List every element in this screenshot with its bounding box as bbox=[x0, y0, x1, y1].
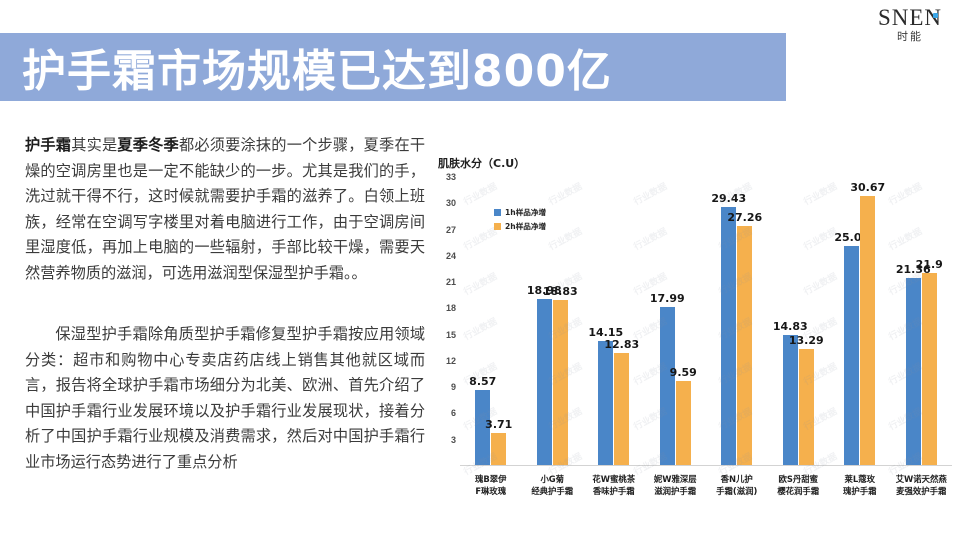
bar-value-label: 18.98 bbox=[526, 283, 562, 297]
x-axis-label: 莱L蔻玫 瑰护手霜 bbox=[843, 474, 877, 496]
page-title: 护手霜市场规模已达到800亿 bbox=[22, 46, 612, 97]
legend-swatch-icon bbox=[494, 209, 501, 216]
bar-2h[interactable]: 30.67 bbox=[850, 181, 885, 465]
y-axis-tick: 6 bbox=[450, 408, 456, 419]
paragraph-1-lead: 护手霜 bbox=[25, 136, 72, 154]
x-axis: 瑰B翠伊 F琳玫瑰 小G菊 经典护手霜 花W蜜桃茶 香味护手霜 妮W雅深层 滋润护手霜 香N儿护… bbox=[460, 473, 952, 497]
bar-value-label: 30.67 bbox=[850, 181, 886, 195]
logo-dot-icon bbox=[933, 13, 938, 18]
bar-value-label: 14.83 bbox=[772, 320, 808, 334]
bar-1h[interactable]: 14.15 bbox=[588, 326, 623, 465]
bar-value-label: 12.83 bbox=[604, 337, 640, 351]
bar-2h[interactable]: 9.59 bbox=[670, 366, 697, 465]
y-axis: 3 6 9 12 15 18 21 24 27 30 33 bbox=[432, 172, 458, 466]
bar-1h[interactable]: 8.57 bbox=[469, 375, 496, 465]
y-axis-tick: 33 bbox=[445, 172, 456, 182]
bar-value-label: 8.57 bbox=[469, 374, 497, 388]
bar-group: 14.83 13.29 bbox=[768, 177, 830, 465]
y-axis-tick: 21 bbox=[445, 277, 456, 288]
bar-group: 21.36 21.9 bbox=[891, 177, 953, 465]
y-axis-tick: 24 bbox=[445, 250, 456, 261]
bar-2h[interactable]: 27.26 bbox=[727, 211, 762, 465]
bar-group: 29.43 27.26 bbox=[706, 177, 768, 465]
x-axis-label: 妮W雅深层 滋润护手霜 bbox=[653, 474, 697, 496]
bar-1h[interactable]: 17.99 bbox=[650, 292, 685, 465]
paragraph-1-emph: 夏季冬季 bbox=[117, 136, 179, 154]
chart-plot-area: 3 6 9 12 15 18 21 24 27 30 33 8.57 3.71 18.98 18.83 14… bbox=[432, 172, 952, 497]
bar-2h[interactable]: 21.9 bbox=[916, 258, 943, 465]
logo-subtitle: 时能 bbox=[896, 31, 923, 43]
x-axis-label: 小G菊 经典护手霜 bbox=[531, 474, 574, 496]
bar-value-label: 14.15 bbox=[588, 326, 624, 340]
y-axis-tick: 18 bbox=[445, 303, 456, 314]
bar-1h[interactable]: 25.04 bbox=[834, 231, 869, 465]
bar-2h[interactable]: 3.71 bbox=[485, 418, 512, 465]
bar-value-label: 17.99 bbox=[649, 292, 685, 306]
bar-group: 14.15 12.83 bbox=[583, 177, 645, 465]
brand-logo: SNEN 时能 bbox=[878, 6, 942, 43]
x-axis-label: 瑰B翠伊 F琳玫瑰 bbox=[474, 474, 507, 496]
legend-item[interactable]: 2h样品净增 bbox=[494, 221, 546, 232]
bar-value-label: 3.71 bbox=[485, 417, 513, 431]
bar-1h[interactable]: 21.36 bbox=[896, 263, 931, 465]
chart-legend: 1h样品净增 2h样品净增 bbox=[494, 207, 546, 235]
bar-group: 18.98 18.83 bbox=[522, 177, 584, 465]
bar-group: 17.99 9.59 bbox=[645, 177, 707, 465]
bar-value-label: 9.59 bbox=[669, 366, 697, 380]
page-title-banner: 护手霜市场规模已达到800亿 bbox=[0, 33, 786, 101]
x-axis-label: 艾W诺天然燕 麦强效护手霜 bbox=[895, 474, 947, 496]
legend-swatch-icon bbox=[494, 223, 501, 230]
skin-moisture-bar-chart: 肌肤水分（C.U） 3 6 9 12 15 18 21 24 27 30 33 8.57 3.71 18… bbox=[432, 155, 952, 535]
bar-group: 25.04 30.67 bbox=[829, 177, 891, 465]
bar-2h[interactable]: 18.83 bbox=[543, 285, 578, 465]
y-axis-tick: 30 bbox=[445, 198, 456, 209]
bar-2h[interactable]: 13.29 bbox=[789, 334, 824, 465]
x-axis-label: 花W蜜桃茶 香味护手霜 bbox=[592, 474, 636, 496]
bar-value-label: 29.43 bbox=[711, 192, 747, 206]
bar-group: 8.57 3.71 bbox=[460, 177, 522, 465]
article-body: 护手霜其实是夏季冬季都必须要涂抹的一个步骤，夏季在干燥的空调房里也是一定不能缺少… bbox=[25, 133, 425, 475]
paragraph-1-rest: 都必须要涂抹的一个步骤，夏季在干燥的空调房里也是一定不能缺少的一步。尤其是我们的… bbox=[25, 136, 426, 282]
bars-container: 8.57 3.71 18.98 18.83 14.15 12.83 17.99 9.59 29.… bbox=[460, 177, 952, 466]
paragraph-2: 保湿型护手霜除角质型护手霜修复型护手霜按应用领域分类：超市和购物中心专卖店药店线… bbox=[25, 325, 425, 471]
bar-value-label: 21.36 bbox=[895, 262, 931, 276]
y-axis-tick: 9 bbox=[450, 382, 456, 393]
bar-value-label: 13.29 bbox=[788, 333, 824, 347]
bar-1h[interactable]: 29.43 bbox=[711, 192, 746, 465]
paragraph-1-part2: 其实是 bbox=[71, 136, 118, 154]
bar-value-label: 21.9 bbox=[915, 258, 943, 272]
x-axis-label: 欧S丹甜蜜 樱花润手霜 bbox=[777, 474, 820, 496]
legend-label: 1h样品净增 bbox=[505, 208, 547, 217]
bar-2h[interactable]: 12.83 bbox=[604, 338, 639, 465]
logo-wordmark: SNEN bbox=[877, 5, 942, 30]
y-axis-tick: 12 bbox=[445, 355, 456, 366]
bar-1h[interactable]: 14.83 bbox=[773, 320, 808, 465]
chart-title: 肌肤水分（C.U） bbox=[438, 157, 526, 170]
legend-item[interactable]: 1h样品净增 bbox=[494, 207, 546, 218]
bar-1h[interactable]: 18.98 bbox=[527, 284, 562, 465]
paragraph-1: 护手霜其实是夏季冬季都必须要涂抹的一个步骤，夏季在干燥的空调房里也是一定不能缺少… bbox=[25, 133, 425, 286]
y-axis-tick: 15 bbox=[445, 329, 456, 340]
bar-value-label: 27.26 bbox=[727, 211, 763, 225]
bar-value-label: 18.83 bbox=[542, 285, 578, 299]
x-axis-label: 香N儿护 手霜(滋润) bbox=[716, 474, 758, 496]
legend-label: 2h样品净增 bbox=[505, 222, 547, 231]
y-axis-tick: 3 bbox=[450, 434, 456, 445]
y-axis-tick: 27 bbox=[445, 224, 456, 235]
